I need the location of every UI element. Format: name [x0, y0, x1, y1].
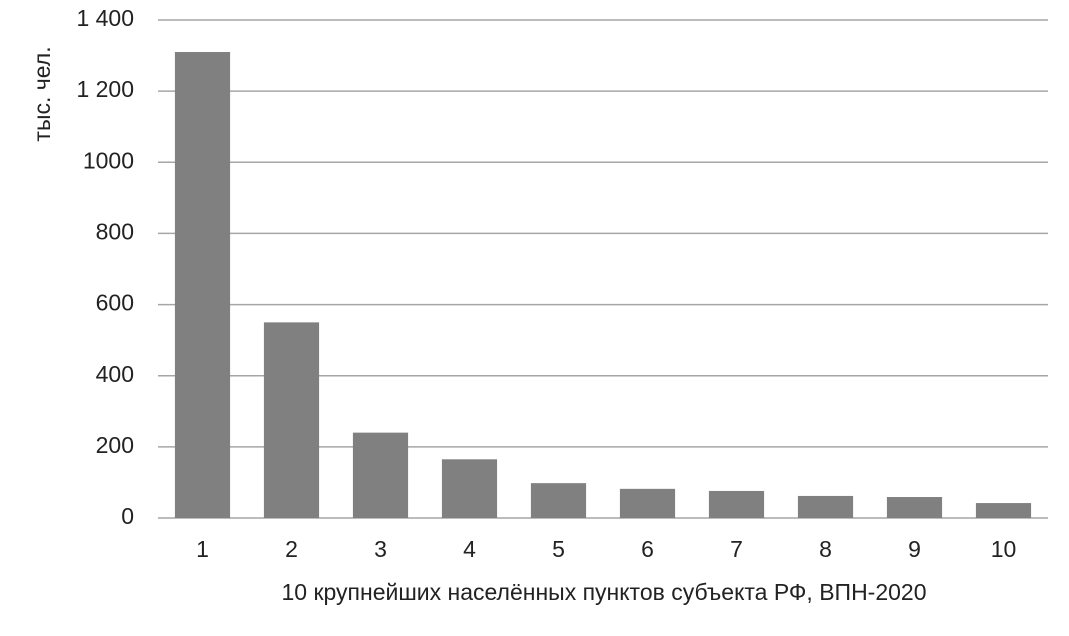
bar	[619, 488, 676, 518]
x-tick-label: 10	[991, 536, 1017, 562]
y-tick-label: 600	[96, 290, 134, 316]
x-tick-label: 2	[285, 536, 298, 562]
x-tick-label: 9	[908, 536, 921, 562]
bar	[174, 52, 231, 519]
bar	[975, 503, 1032, 518]
y-axis-label: тыс. чел.	[29, 46, 55, 141]
x-tick-label: 8	[819, 536, 832, 562]
y-tick-label: 200	[96, 432, 134, 458]
y-tick-label: 800	[96, 219, 134, 245]
y-tick-label: 1000	[83, 147, 134, 173]
bar	[352, 432, 409, 518]
bar	[886, 497, 943, 518]
x-tick-label: 1	[196, 536, 209, 562]
x-tick-label: 6	[641, 536, 654, 562]
x-tick-label: 7	[730, 536, 743, 562]
y-tick-label: 400	[96, 361, 134, 387]
y-tick-label: 1 200	[76, 76, 134, 102]
bar	[708, 490, 765, 518]
bar	[263, 322, 320, 518]
bar	[797, 495, 854, 518]
x-tick-label: 5	[552, 536, 565, 562]
y-tick-label: 0	[121, 503, 134, 529]
y-tick-label: 1 400	[76, 5, 134, 31]
x-tick-label: 3	[374, 536, 387, 562]
bar	[441, 459, 498, 518]
x-tick-label: 4	[463, 536, 476, 562]
bar	[530, 483, 587, 518]
x-axis-label: 10 крупнейших населённых пунктов субъект…	[281, 579, 926, 605]
